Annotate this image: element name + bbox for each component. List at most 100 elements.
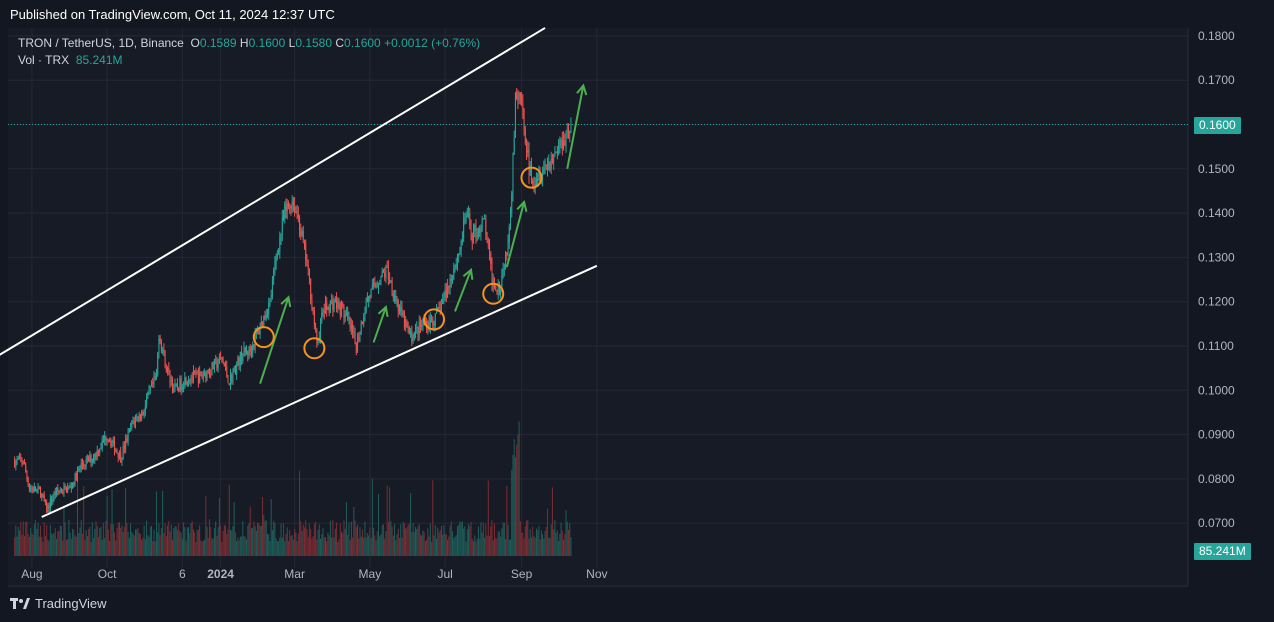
candle-body [248, 346, 250, 356]
volume-bar [497, 531, 499, 556]
candle-body [143, 412, 145, 416]
volume-bar [242, 520, 244, 556]
candle-body [529, 165, 531, 176]
trend-arrow-head [516, 200, 528, 212]
candle-body [239, 351, 241, 366]
candle-body [385, 267, 387, 278]
volume-bar [162, 490, 164, 556]
candle-body [427, 321, 429, 330]
candle-body [75, 473, 77, 481]
candle-body [561, 140, 563, 149]
candle-body [390, 280, 392, 282]
chart-area[interactable] [8, 28, 1188, 588]
candle-body [517, 98, 519, 100]
volume-bar [524, 526, 526, 556]
volume-bar [341, 531, 343, 556]
candle-body [105, 436, 107, 441]
volume-bar [65, 540, 67, 556]
volume-bar [19, 530, 21, 556]
candle-body [545, 164, 547, 166]
candle-body [217, 363, 219, 369]
candle-body [197, 373, 199, 384]
volume-bar [286, 527, 288, 556]
volume-bar [375, 540, 377, 556]
candle-body [175, 384, 177, 386]
volume-bar [556, 530, 558, 556]
tradingview-logo[interactable]: TradingView [10, 596, 107, 611]
candle-body [537, 178, 539, 181]
volume-label[interactable]: Vol · TRX [18, 53, 70, 67]
change-value: +0.0012 (+0.76%) [384, 36, 481, 50]
published-text: Published on TradingView.com, Oct 11, 20… [10, 7, 335, 22]
volume-bar [265, 520, 267, 556]
candle-body [190, 378, 192, 382]
volume-bar [63, 506, 65, 556]
volume-bar [380, 534, 382, 556]
volume-bar [121, 525, 123, 556]
volume-bar [555, 532, 557, 556]
volume-bar [99, 528, 101, 556]
volume-bar [527, 520, 529, 556]
candle-body [152, 382, 154, 384]
volume-bar [255, 530, 257, 556]
candle-body [292, 201, 294, 206]
candle-body [498, 285, 500, 295]
candle-body [291, 201, 293, 209]
candle-body [442, 299, 444, 304]
volume-bar [301, 531, 303, 556]
candle-body [549, 161, 551, 170]
volume-bar [122, 531, 124, 556]
volume-bar [505, 539, 507, 556]
volume-bar [327, 532, 329, 556]
candle-body [334, 299, 336, 303]
candle-body [216, 359, 218, 369]
volume-bar [280, 523, 282, 556]
candle-body [43, 495, 45, 502]
volume-bar [343, 520, 345, 556]
volume-bar [465, 541, 467, 556]
candle-body [490, 253, 492, 264]
support-circle-marker [423, 308, 446, 331]
candle-body [242, 356, 244, 362]
volume-bar [244, 536, 246, 556]
volume-bar [498, 531, 500, 556]
candle-body [417, 327, 419, 335]
candle-body [162, 349, 164, 351]
volume-bar [373, 527, 375, 556]
candle-body [570, 124, 572, 130]
volume-bar [366, 532, 368, 556]
candle-body [51, 498, 53, 503]
candle-body [500, 289, 502, 295]
volume-bar [168, 521, 170, 556]
candle-body [139, 414, 141, 419]
volume-bar [275, 538, 277, 556]
volume-bar [306, 529, 308, 556]
candle-body [202, 375, 204, 377]
volume-bar [333, 537, 335, 556]
candle-body [14, 461, 16, 467]
volume-bar [461, 521, 463, 556]
candle-body [511, 193, 513, 213]
candle-body [523, 109, 525, 130]
candle-body [554, 152, 556, 157]
candle-body [59, 490, 61, 492]
candle-body [209, 371, 211, 374]
candle-body [206, 370, 208, 379]
volume-row: Vol · TRX 85.241M [18, 52, 480, 69]
symbol-label[interactable]: TRON / TetherUS, 1D, Binance [18, 36, 184, 50]
candle-body [322, 310, 324, 313]
candle-body [174, 384, 176, 389]
candle-body [249, 346, 251, 352]
candle-body [286, 203, 288, 211]
candle-body [444, 290, 446, 299]
volume-bar [287, 541, 289, 556]
candle-body [157, 353, 159, 376]
volume-bar [226, 533, 228, 556]
candle-body [112, 440, 114, 444]
volume-bar [16, 536, 18, 556]
volume-bar [559, 533, 561, 556]
volume-bar [83, 486, 85, 556]
candle-body [376, 286, 378, 288]
candle-body [524, 129, 526, 144]
